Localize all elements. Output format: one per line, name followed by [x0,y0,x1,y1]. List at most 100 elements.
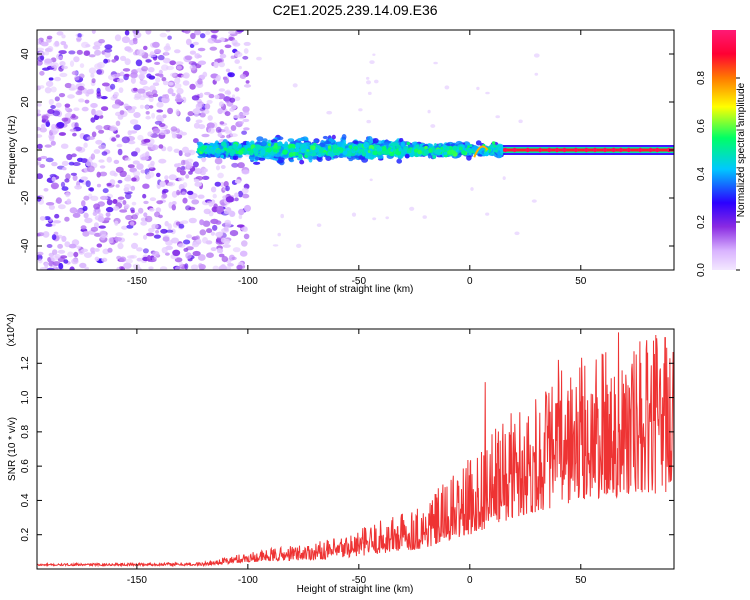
noise-blob [174,77,181,84]
noise-blob [58,93,66,98]
noise-blob [229,97,236,103]
noise-blob [96,94,102,99]
noise-blob [218,253,225,258]
noise-blob [158,69,163,75]
noise-blob [216,247,222,254]
noise-blob [145,59,152,63]
noise-blob [70,83,76,91]
noise-blob [41,119,50,124]
noise-blob [37,157,42,162]
noise-blob [115,166,124,173]
noise-blob [125,214,133,221]
noise-blob [194,168,203,175]
noise-blob [147,67,155,73]
noise-blob [224,90,230,95]
carrier-dot [655,147,660,153]
noise-blob [204,91,211,96]
noise-blob [40,55,45,61]
noise-blob [148,138,155,145]
noise-blob [95,139,103,145]
noise-blob [155,77,161,83]
noise-blob [189,83,196,90]
signal-peak [469,144,473,148]
noise-blob [135,59,143,67]
noise-blob [88,54,96,58]
noise-blob [154,61,161,65]
noise-blob [164,50,169,56]
noise-blob [58,132,66,136]
signal-peak [384,149,390,155]
signal-blob [273,153,281,158]
noise-blob [145,30,152,35]
noise-blob [518,119,523,124]
noise-blob [44,144,52,148]
x-tick-label: -150 [127,276,147,287]
noise-blob [218,265,228,270]
noise-blob [124,58,131,66]
signal-blob [395,145,401,149]
noise-blob [236,30,244,33]
noise-blob [366,119,372,124]
noise-blob [178,223,185,229]
noise-blob [239,250,248,257]
noise-blob [168,174,177,181]
noise-blob [207,127,215,134]
colorbar-tick-label: 0.0 [696,263,707,277]
noise-blob [78,73,85,79]
noise-blob [138,73,145,80]
noise-blob [103,58,108,64]
noise-blob [243,127,250,131]
noise-blob [74,185,82,190]
noise-blob [127,164,135,169]
noise-blob [185,116,191,122]
signal-blob [304,137,309,141]
carrier-dot [562,147,567,153]
noise-blob [358,108,363,112]
signal-peak [223,147,227,151]
noise-blob [202,71,208,78]
signal-blob [466,154,472,161]
noise-blob [369,178,373,182]
noise-blob [73,107,80,111]
noise-blob [114,237,122,242]
noise-blob [193,138,199,144]
noise-blob [44,58,53,64]
noise-blob [69,128,77,132]
noise-blob [189,43,195,48]
y-tick-label: -20 [20,190,31,205]
noise-blob [217,108,223,115]
noise-blob [165,252,170,256]
noise-blob [64,241,71,248]
noise-blob [148,75,156,80]
noise-blob [161,77,167,82]
noise-blob [151,223,159,229]
noise-blob [116,255,122,260]
noise-blob [60,143,69,149]
noise-blob [41,115,49,121]
noise-blob [184,150,193,154]
carrier-dot [525,147,530,153]
noise-blob [94,63,103,70]
noise-blob [213,61,219,68]
colorbar-label: Normalized spectral amplitude [736,82,747,217]
noise-blob [152,251,160,257]
noise-blob [93,149,101,154]
noise-blob [149,197,157,202]
noise-blob [67,251,74,258]
signal-peak [255,144,261,150]
signal-blob [331,134,336,140]
noise-blob [133,232,139,236]
noise-blob [241,226,248,233]
noise-blob [186,162,193,169]
noise-blob [187,190,194,195]
noise-blob [44,87,52,94]
noise-blob [185,38,192,46]
noise-blob [101,82,110,87]
signal-blob [316,156,322,161]
noise-blob [197,78,203,85]
signal-peak [323,152,327,155]
noise-blob [243,84,252,88]
noise-blob [146,255,152,262]
noise-blob [182,80,190,86]
noise-blob [69,60,75,67]
